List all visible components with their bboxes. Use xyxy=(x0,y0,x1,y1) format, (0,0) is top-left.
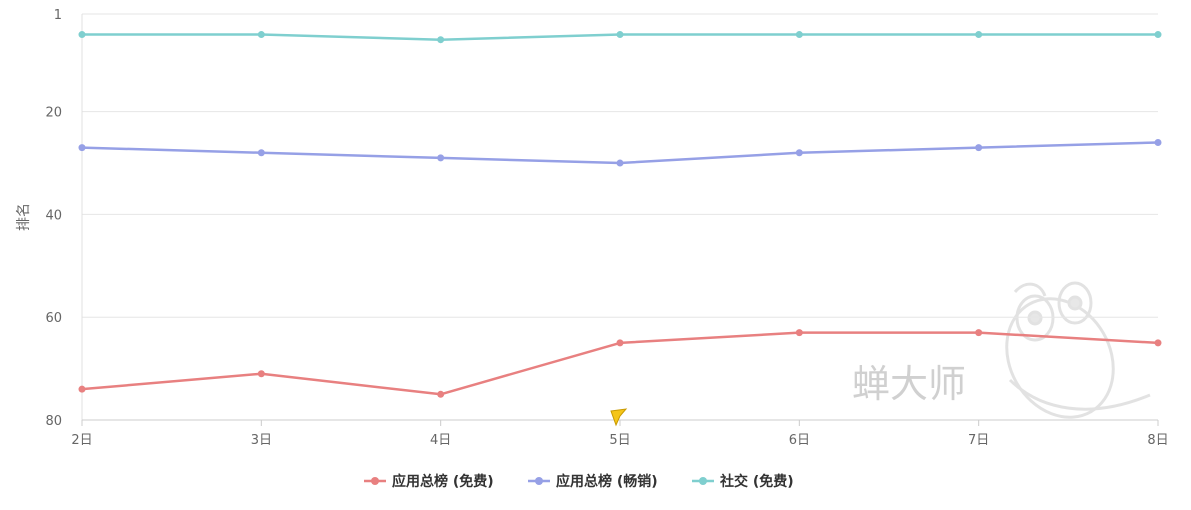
y-tick-label: 40 xyxy=(45,208,62,223)
axes: 1 20 40 60 80 2日 3日 4日 5日 6日 7日 8日 排名 xyxy=(16,8,1169,448)
data-point xyxy=(257,31,265,39)
legend-item: 应用总榜 (畅销) xyxy=(528,473,658,490)
series-group xyxy=(78,138,1162,167)
x-tick-label: 3日 xyxy=(251,433,272,448)
legend-label: 应用总榜 (免费) xyxy=(392,473,494,490)
data-point xyxy=(78,144,86,152)
data-point xyxy=(1154,339,1162,347)
legend-marker xyxy=(699,477,707,485)
data-point xyxy=(795,149,803,157)
y-tick-label: 60 xyxy=(45,311,62,326)
series-group xyxy=(78,31,1162,44)
data-point xyxy=(975,329,983,337)
data-point xyxy=(78,385,86,393)
cursor-marker-icon xyxy=(610,408,628,427)
data-point xyxy=(78,31,86,39)
x-tick-label: 6日 xyxy=(789,433,810,448)
data-point xyxy=(616,339,624,347)
data-point xyxy=(795,31,803,39)
data-point xyxy=(437,154,445,162)
y-tick-label: 80 xyxy=(45,414,62,429)
grid-lines xyxy=(82,13,1158,421)
series-layer xyxy=(78,31,1162,398)
data-point xyxy=(1154,138,1162,146)
data-point xyxy=(616,159,624,167)
legend-item: 社交 (免费) xyxy=(692,473,794,490)
data-point xyxy=(437,390,445,398)
watermark-text: 蝉大师 xyxy=(852,362,966,406)
x-tick-label: 2日 xyxy=(71,433,92,448)
x-tick-label: 8日 xyxy=(1147,433,1168,448)
legend-marker xyxy=(371,477,379,485)
legend-item: 应用总榜 (免费) xyxy=(364,473,494,490)
data-point xyxy=(975,144,983,152)
cicada-logo-icon xyxy=(1005,281,1151,419)
x-tick-label: 7日 xyxy=(968,433,989,448)
legend-label: 应用总榜 (畅销) xyxy=(556,473,658,490)
legend: 应用总榜 (免费) 应用总榜 (畅销) 社交 (免费) xyxy=(364,473,794,490)
y-tick-label: 1 xyxy=(54,8,62,23)
series-group xyxy=(78,329,1162,398)
data-point xyxy=(437,36,445,44)
watermark: 蝉大师 xyxy=(852,281,1151,419)
data-point xyxy=(257,370,265,378)
x-tick-label: 4日 xyxy=(430,433,451,448)
x-tick-label: 5日 xyxy=(609,433,630,448)
data-point xyxy=(616,31,624,39)
data-point xyxy=(975,31,983,39)
data-point xyxy=(795,329,803,337)
data-point xyxy=(1154,31,1162,39)
y-axis-title: 排名 xyxy=(16,203,32,231)
y-tick-label: 20 xyxy=(45,106,62,121)
data-point xyxy=(257,149,265,157)
legend-label: 社交 (免费) xyxy=(719,473,794,490)
legend-marker xyxy=(535,477,543,485)
